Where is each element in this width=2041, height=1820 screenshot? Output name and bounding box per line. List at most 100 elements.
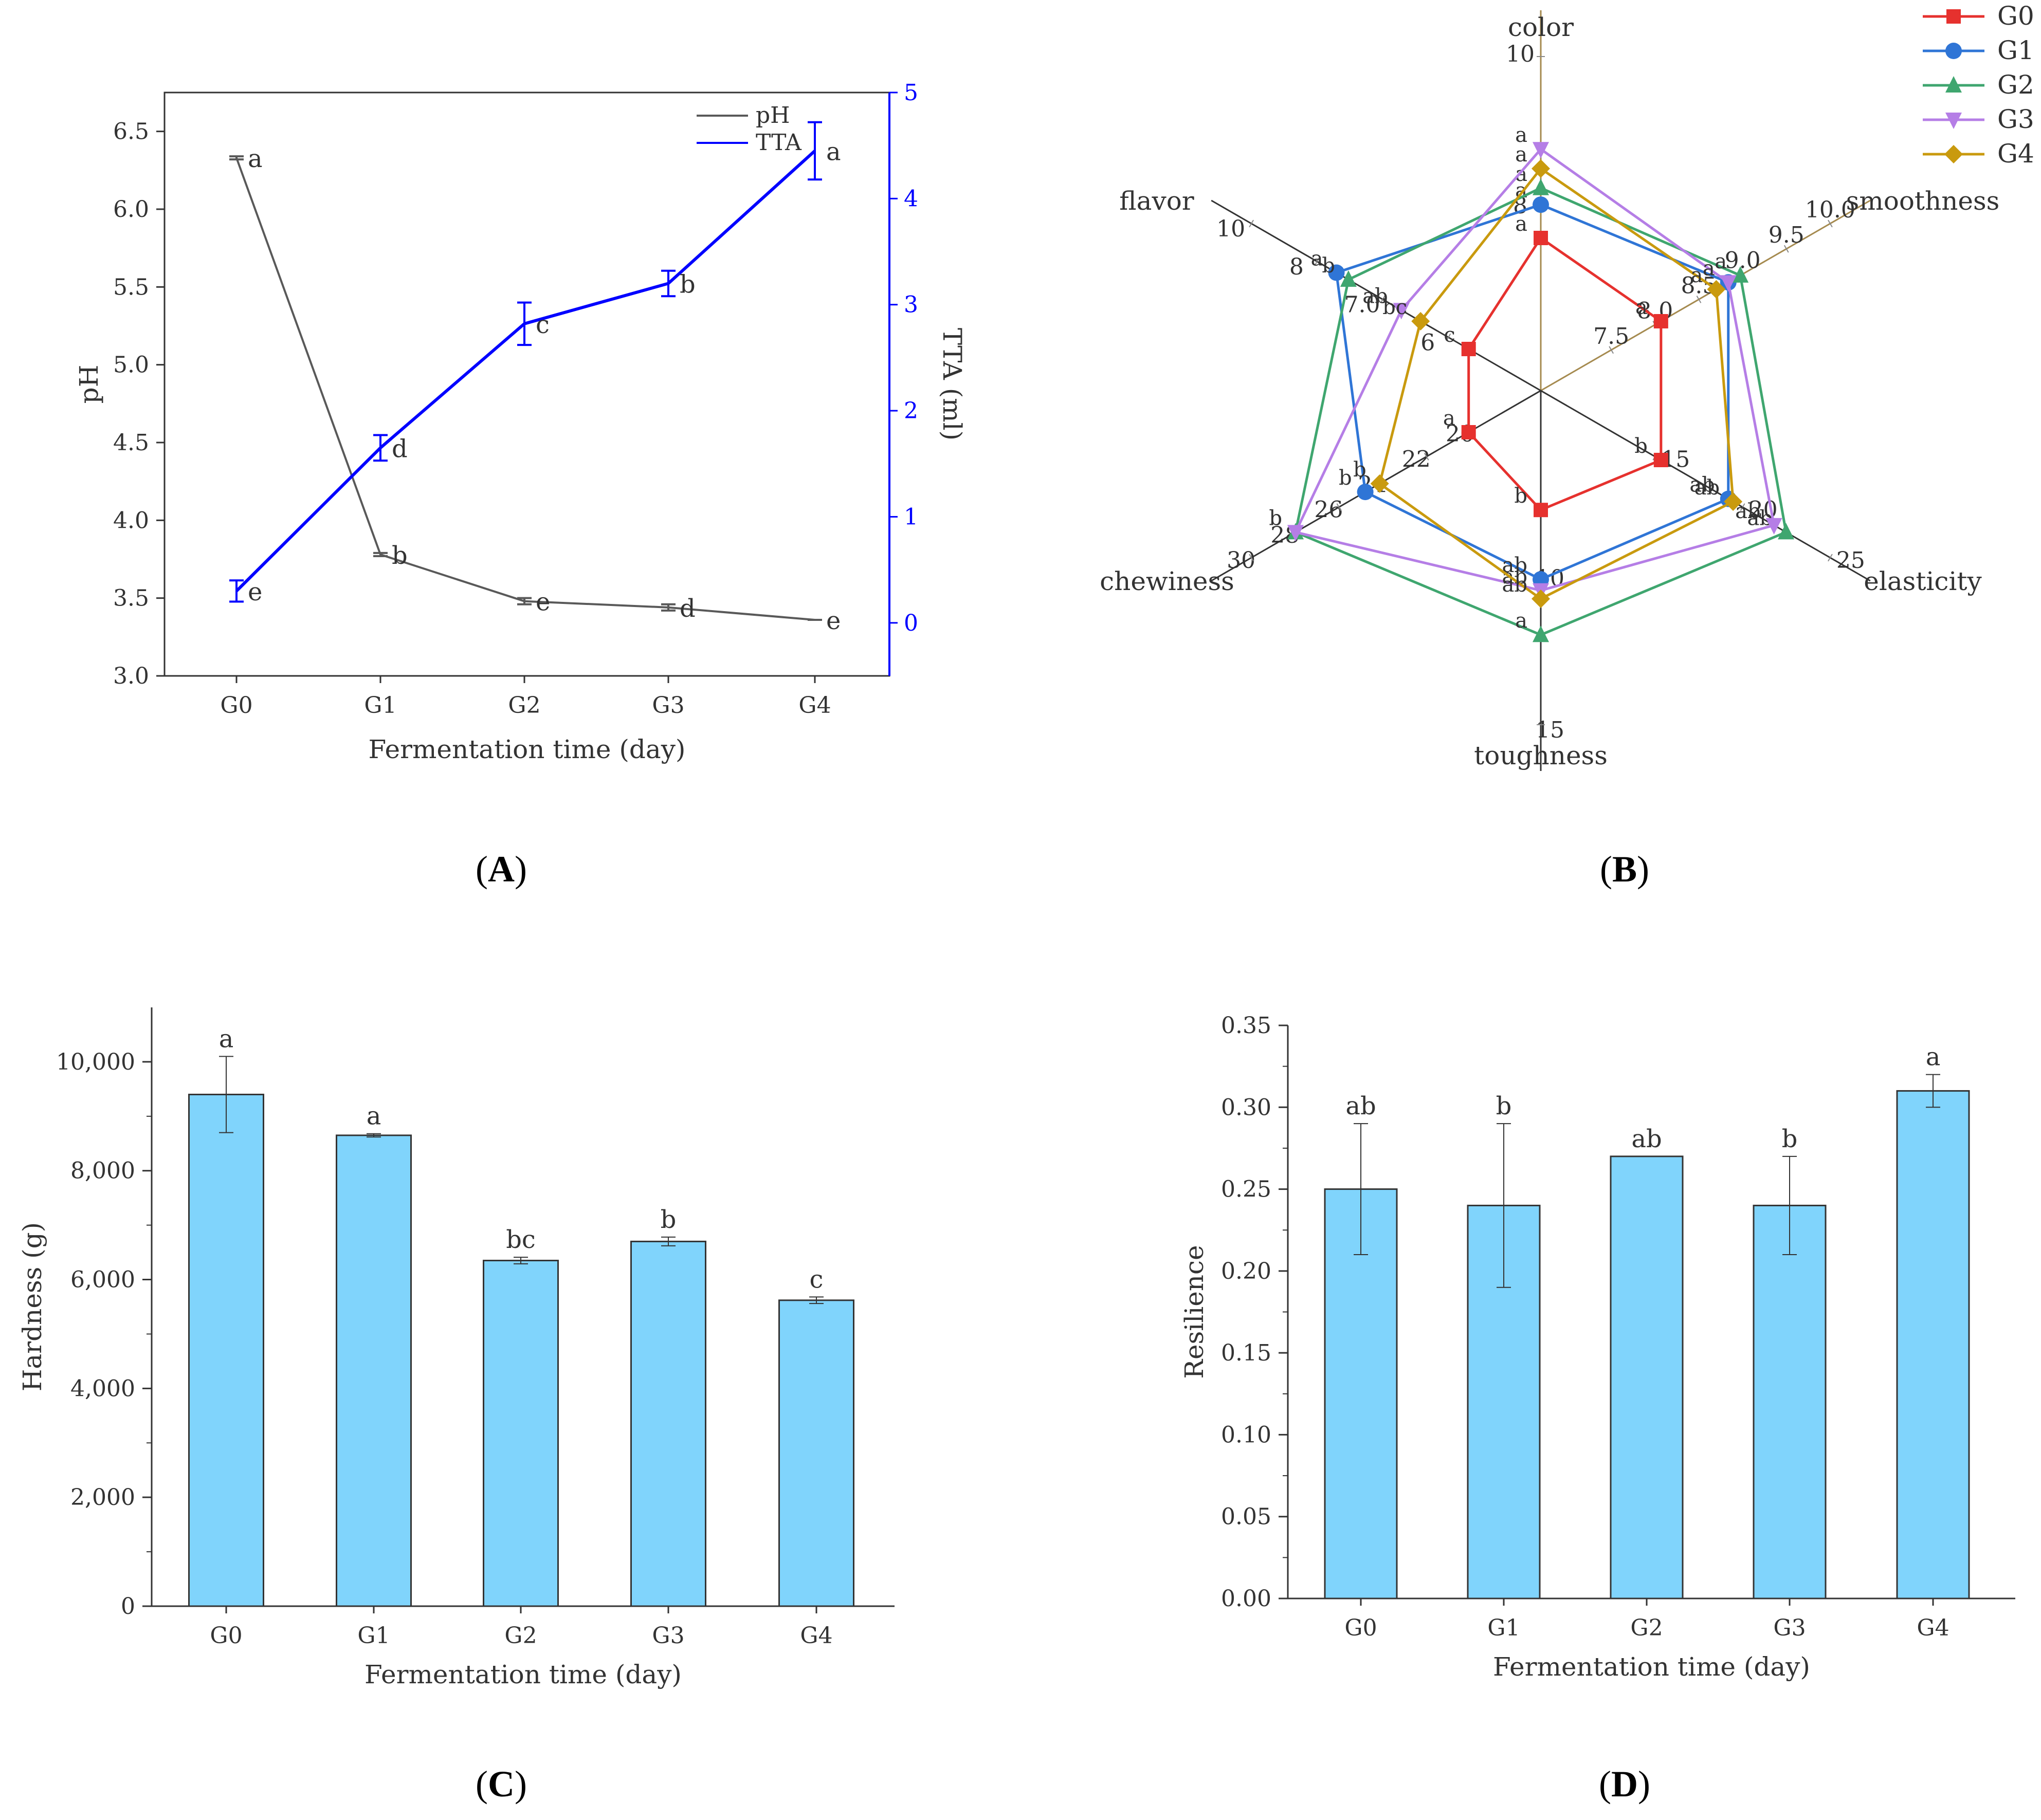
panel-d-resilience-chart: 0.000.050.100.150.200.250.300.35abG0bG1a… xyxy=(1179,1013,2015,1682)
significance-letter: b xyxy=(1496,1092,1512,1120)
radar-axis-smoothness xyxy=(1540,199,1871,392)
y2-tick-label: 0 xyxy=(904,610,918,636)
y-tick-label: 0.10 xyxy=(1221,1422,1271,1448)
radar-tick-mark xyxy=(1424,452,1429,461)
bar-g0 xyxy=(1324,1188,1398,1600)
panel-a-ph-tta-chart: 3.0 3.5 4.0 4.5 5.0 5.5 6.0 6.5 0 1 2 3 4 5 G0 G1 G2 G3 G4… xyxy=(74,80,967,764)
bar-g0 xyxy=(188,1093,264,1607)
y-axis-title: Hardness (g) xyxy=(17,1222,47,1391)
radar-point-g3 xyxy=(1393,303,1410,320)
bar-g3 xyxy=(630,1240,706,1607)
radar-tick-label: 30 xyxy=(1227,547,1255,574)
tta-significance-letter: e xyxy=(248,578,262,606)
y2-tick-label: 2 xyxy=(904,398,918,424)
panel-b-radar-chart: 8107.58.08.59.09.510.0152025101520222426… xyxy=(1100,1,2034,771)
radar-significance-letter: a xyxy=(1515,123,1527,147)
y-tick-label: 0.15 xyxy=(1221,1340,1271,1366)
radar-tick-label: 7.0 xyxy=(1344,292,1380,318)
y-tick-label: 3.5 xyxy=(113,585,149,612)
radar-tick-label: 9.5 xyxy=(1769,222,1805,248)
legend-g3-label: G3 xyxy=(1997,104,2034,134)
radar-point-g2 xyxy=(1533,626,1549,642)
legend-g2-marker xyxy=(1945,76,1962,93)
x-tick-label: G3 xyxy=(1773,1615,1806,1641)
significance-letter: a xyxy=(1926,1043,1941,1072)
radar-point-g3 xyxy=(1720,275,1737,292)
radar-significance-letter: a xyxy=(1715,250,1727,273)
ph-significance-letter: d xyxy=(680,594,696,623)
series-tta-line xyxy=(235,150,816,593)
panel-label-c: (C) xyxy=(476,1763,527,1805)
x-tick-label: G2 xyxy=(1630,1615,1663,1641)
y-tick-label: 8,000 xyxy=(70,1158,135,1184)
radar-significance-letter: b xyxy=(1322,254,1335,278)
significance-letter: ab xyxy=(1631,1125,1662,1153)
legend-g1-marker xyxy=(1945,43,1962,59)
legend-g0-marker xyxy=(1946,9,1961,24)
radar-tick-mark xyxy=(1783,245,1789,253)
radar-tick-label: 15 xyxy=(1536,717,1564,743)
radar-series-g4 xyxy=(1378,167,1735,600)
radar-point-g4 xyxy=(1532,159,1550,178)
radar-significance-letter: b xyxy=(1514,484,1527,508)
x-tick-label: G4 xyxy=(1917,1615,1949,1641)
y2-axis-title: TTA (ml) xyxy=(937,328,967,440)
legend-ph-label: pH xyxy=(756,102,790,128)
x-tick-label: G2 xyxy=(504,1623,537,1649)
radar-series-g1 xyxy=(1335,203,1730,581)
radar-significance-letter: ab xyxy=(1689,473,1715,497)
radar-significance-letter: a xyxy=(1443,407,1455,430)
x-axis-title: Fermentation time (day) xyxy=(1493,1652,1810,1682)
radar-significance-letter: a xyxy=(1635,296,1648,319)
legend-tta-label: TTA xyxy=(756,130,802,156)
radar-point-g0 xyxy=(1534,503,1548,518)
tta-significance-letter: a xyxy=(826,138,841,167)
radar-point-g2 xyxy=(1778,523,1795,540)
radar-point-g3 xyxy=(1287,525,1304,542)
bar-g2 xyxy=(483,1259,559,1607)
radar-significance-letter: b xyxy=(1353,458,1366,482)
y-tick-label: 5.5 xyxy=(113,274,149,300)
radar-point-g0 xyxy=(1653,314,1668,328)
bar-g3 xyxy=(1753,1204,1827,1600)
radar-tick-mark xyxy=(1446,333,1451,341)
significance-letter: ab xyxy=(1345,1092,1376,1120)
series-ph-line xyxy=(235,157,815,621)
panel-c-hardness-chart: 0 2,000 4,000 6,000 8,000 10,000 a G0 a G1 bc G2 b G3… xyxy=(17,1007,895,1689)
radar-tick-mark xyxy=(1609,346,1614,354)
significance-letter: c xyxy=(810,1265,824,1294)
legend-g0-label: G0 xyxy=(1997,1,2034,31)
radar-point-g0 xyxy=(1461,425,1476,439)
radar-point-g3 xyxy=(1533,142,1549,159)
x-tick-label: G3 xyxy=(652,1623,684,1649)
radar-series-g3 xyxy=(1293,147,1776,592)
radar-axis-label-smoothness: smoothness xyxy=(1846,186,2000,216)
ph-significance-letter: a xyxy=(248,144,263,173)
x-tick-label: G0 xyxy=(1344,1615,1377,1641)
radar-tick-mark xyxy=(1249,219,1254,228)
radar-significance-letter: c xyxy=(1444,323,1455,347)
radar-tick-label: 6 xyxy=(1420,329,1435,356)
x-tick-label: G4 xyxy=(798,692,831,719)
radar-point-g1 xyxy=(1357,484,1374,501)
x-tick-label: G1 xyxy=(364,692,396,719)
y-tick-label: 0 xyxy=(121,1593,135,1620)
y-axis-title: pH xyxy=(74,365,104,404)
bar-g4 xyxy=(778,1299,854,1607)
radar-tick-mark xyxy=(1740,503,1745,511)
radar-significance-letter: ab xyxy=(1694,476,1720,500)
y2-tick-label: 4 xyxy=(904,186,918,212)
y2-tick-label: 1 xyxy=(904,504,918,530)
radar-point-g4 xyxy=(1411,312,1430,330)
significance-letter: b xyxy=(1782,1125,1798,1153)
bar-g2 xyxy=(1610,1155,1684,1600)
radar-tick-label: 7.5 xyxy=(1593,323,1629,350)
radar-axis-elasticity xyxy=(1540,390,1871,582)
x-tick-label: G0 xyxy=(220,692,252,719)
radar-tick-mark xyxy=(1380,296,1386,303)
radar-significance-letter: b xyxy=(1269,506,1282,530)
legend-g4-label: G4 xyxy=(1997,139,2034,169)
significance-letter: a xyxy=(219,1024,234,1053)
radar-tick-mark xyxy=(1336,503,1342,511)
radar-tick-mark xyxy=(1696,296,1702,303)
